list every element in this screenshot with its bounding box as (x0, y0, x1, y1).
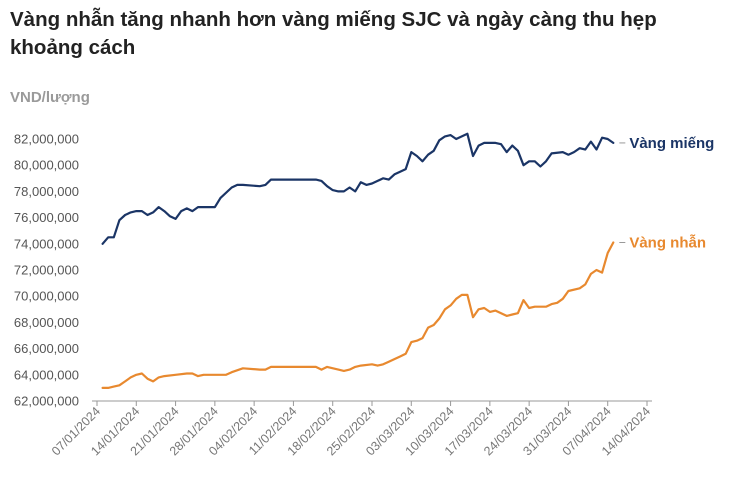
series-line-2 (101, 241, 615, 389)
y-tick-label: 78,000,000 (14, 184, 79, 199)
y-axis-unit-label: VND/lượng (10, 89, 90, 106)
y-tick-label: 76,000,000 (14, 210, 79, 225)
y-tick-label: 66,000,000 (14, 341, 79, 356)
series-label-2: Vàng nhẫn (629, 234, 706, 251)
series-line-1 (101, 132, 615, 245)
y-tick-label: 80,000,000 (14, 158, 79, 173)
y-tick-label: 70,000,000 (14, 289, 79, 304)
y-tick-label: 64,000,000 (14, 367, 79, 382)
y-tick-label: 82,000,000 (14, 132, 79, 147)
series-label-1: Vàng miếng (629, 135, 714, 152)
y-axis: 62,000,000 64,000,000 66,000,000 68,000,000… (14, 132, 79, 409)
chart-title: Vàng nhẫn tăng nhanh hơn vàng miếng SJC … (10, 8, 657, 59)
y-tick-label: 72,000,000 (14, 263, 79, 278)
y-tick-label: 62,000,000 (14, 394, 79, 409)
series-layer: Vàng miếng Vàng nhẫn (101, 132, 714, 389)
y-tick-label: 68,000,000 (14, 315, 79, 330)
x-axis: 07/01/202414/01/202421/01/202428/01/2024… (49, 400, 653, 458)
y-tick-label: 74,000,000 (14, 236, 79, 251)
